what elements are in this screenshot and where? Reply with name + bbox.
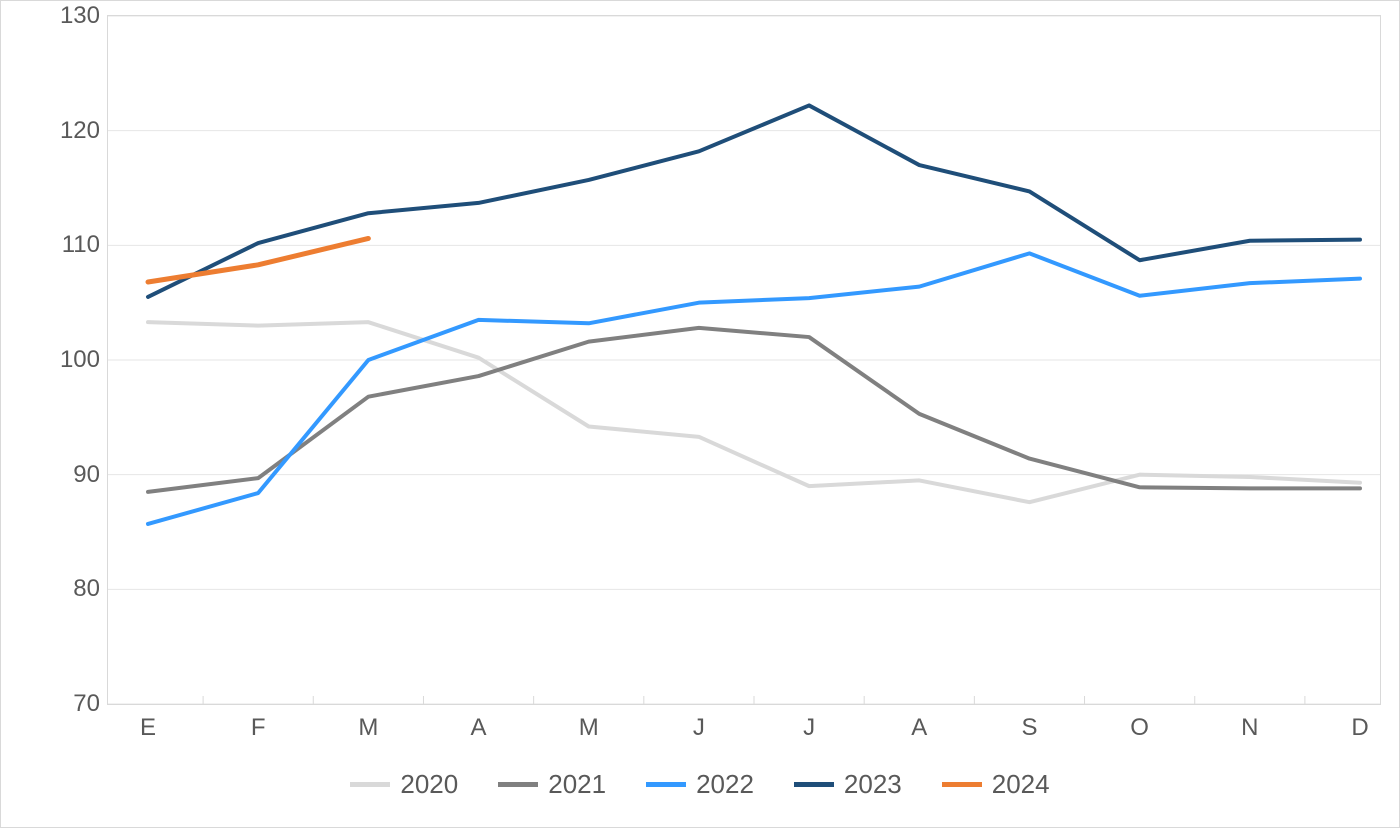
chart-svg (108, 16, 1380, 704)
legend-item-2020: 2020 (350, 769, 458, 800)
y-tick-label: 100 (60, 346, 100, 374)
y-tick-label: 120 (60, 117, 100, 145)
y-tick-label: 90 (73, 461, 100, 489)
legend-label: 2024 (992, 769, 1050, 800)
legend-swatch (794, 782, 834, 787)
legend-item-2024: 2024 (942, 769, 1050, 800)
plot-area: 708090100110120130EFMAMJJASOND (107, 15, 1381, 705)
legend-swatch (942, 782, 982, 787)
y-tick-label: 130 (60, 2, 100, 30)
legend-label: 2020 (400, 769, 458, 800)
x-tick-label: M (358, 714, 378, 742)
x-tick-label: F (251, 714, 266, 742)
x-tick-label: J (803, 714, 815, 742)
legend-item-2021: 2021 (498, 769, 606, 800)
series-2021 (148, 328, 1360, 492)
legend-swatch (646, 782, 686, 787)
legend-label: 2022 (696, 769, 754, 800)
series-2022 (148, 253, 1360, 524)
legend-swatch (350, 782, 390, 787)
y-tick-label: 80 (73, 575, 100, 603)
x-tick-label: S (1021, 714, 1037, 742)
series-2020 (148, 322, 1360, 502)
x-tick-label: N (1241, 714, 1258, 742)
y-tick-label: 70 (73, 690, 100, 718)
legend-swatch (498, 782, 538, 787)
series-2023 (148, 105, 1360, 296)
legend-item-2022: 2022 (646, 769, 754, 800)
x-tick-label: E (140, 714, 156, 742)
x-tick-label: O (1130, 714, 1149, 742)
legend-item-2023: 2023 (794, 769, 902, 800)
y-tick-label: 110 (62, 231, 100, 259)
x-tick-label: D (1351, 714, 1368, 742)
legend: 2020 2021 2022 2023 2024 (1, 769, 1399, 800)
x-tick-label: J (693, 714, 705, 742)
legend-label: 2021 (548, 769, 606, 800)
chart-container: 708090100110120130EFMAMJJASOND 202020212… (0, 0, 1400, 828)
legend-label: 2023 (844, 769, 902, 800)
x-tick-label: A (471, 714, 487, 742)
x-tick-label: M (579, 714, 599, 742)
x-tick-label: A (911, 714, 927, 742)
